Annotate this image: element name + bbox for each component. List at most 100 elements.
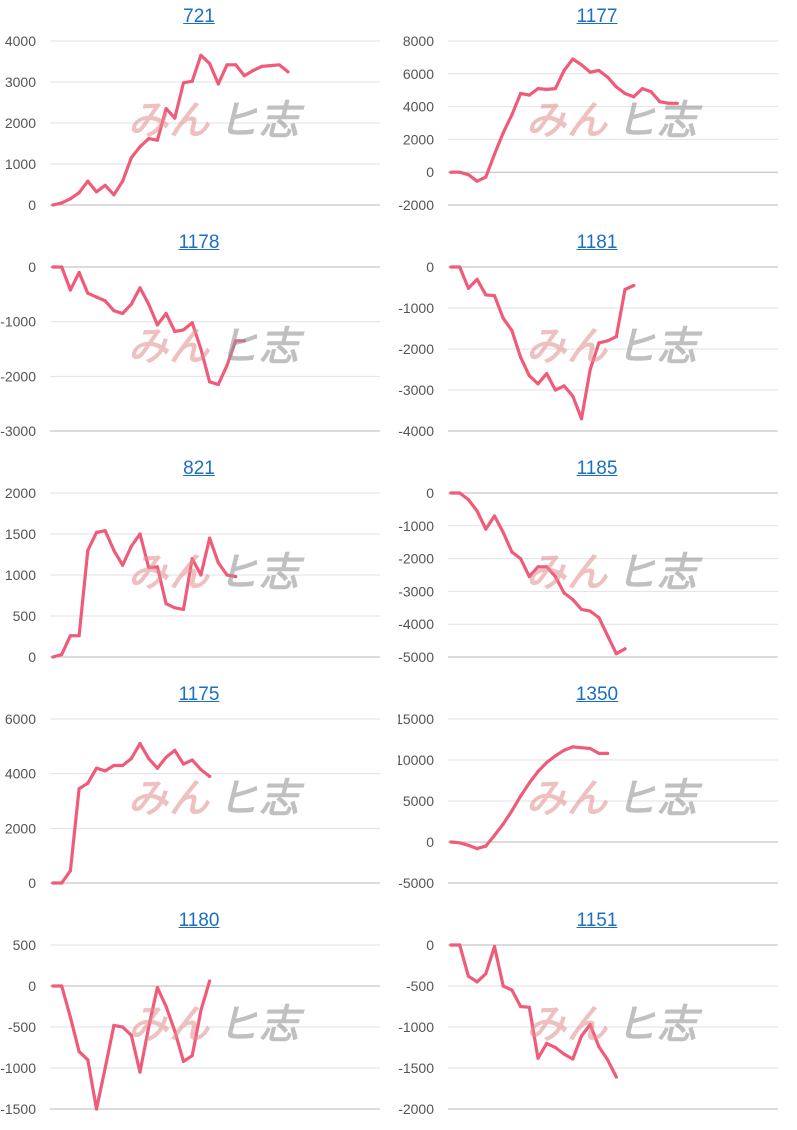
- data-point: [623, 647, 627, 651]
- chart-title-link[interactable]: 1185: [576, 458, 618, 479]
- series-line: [449, 491, 627, 656]
- chart-title-link[interactable]: 1181: [576, 232, 618, 253]
- chart-panel-1350: 15000 10000 5000 0 -5000 みん ヒ志 1350: [398, 678, 796, 904]
- data-point: [588, 746, 592, 751]
- y-tick-label: 0: [426, 937, 434, 953]
- chart-title-link[interactable]: 1177: [576, 6, 618, 27]
- data-point: [484, 175, 488, 179]
- data-point: [597, 341, 601, 345]
- data-point: [597, 68, 601, 73]
- series-line: [449, 943, 618, 1079]
- data-point: [606, 634, 610, 638]
- data-point: [501, 984, 505, 988]
- data-point: [60, 652, 64, 657]
- data-point: [60, 881, 64, 885]
- data-point: [103, 529, 107, 533]
- y-tick-label: -4000: [398, 616, 434, 632]
- data-point: [199, 1009, 203, 1013]
- data-point: [562, 591, 566, 595]
- y-tick-label: -2000: [398, 197, 434, 213]
- data-point: [475, 179, 479, 183]
- data-point: [94, 1107, 99, 1111]
- chart-panel-821: 2000 1500 1000 500 0 みん ヒ志 821: [0, 452, 398, 678]
- data-point: [519, 794, 523, 798]
- line-chart: 15000 10000 5000 0 -5000: [398, 711, 778, 891]
- data-point: [536, 769, 540, 774]
- data-point: [527, 1005, 531, 1009]
- data-point: [190, 79, 194, 83]
- data-point: [68, 197, 72, 201]
- y-tick-label: 500: [13, 937, 37, 953]
- data-point: [449, 491, 453, 495]
- chart-title-link[interactable]: 1175: [178, 684, 220, 705]
- data-point: [449, 170, 453, 174]
- y-tick-label: 0: [426, 485, 434, 501]
- data-point: [579, 746, 584, 750]
- data-point: [545, 565, 549, 569]
- data-point: [277, 63, 281, 67]
- data-point: [164, 311, 168, 316]
- data-point: [155, 986, 159, 990]
- chart-title-link[interactable]: 1180: [178, 910, 220, 931]
- line-chart: 0 -1000 -2000 -3000 -4000: [398, 259, 778, 439]
- y-tick-label: 0: [28, 649, 36, 665]
- chart-title-link[interactable]: 1178: [178, 232, 220, 253]
- data-point: [129, 156, 133, 160]
- data-point: [216, 561, 220, 565]
- data-point: [121, 763, 125, 768]
- data-point: [536, 1056, 540, 1060]
- y-tick-label: -2000: [0, 368, 36, 384]
- data-point: [571, 745, 575, 749]
- data-point: [579, 607, 584, 611]
- chart-title-link[interactable]: 1151: [576, 910, 618, 931]
- data-point: [562, 1052, 566, 1056]
- data-point: [208, 536, 212, 540]
- data-point: [173, 116, 177, 120]
- y-tick-label: -1000: [0, 1060, 36, 1076]
- data-point: [199, 573, 203, 577]
- data-point: [208, 979, 212, 983]
- data-point: [640, 87, 644, 91]
- data-point: [545, 372, 549, 376]
- chart-title-link[interactable]: 721: [183, 6, 215, 27]
- data-point: [510, 328, 514, 333]
- data-point: [553, 575, 557, 579]
- data-point: [492, 945, 497, 949]
- data-point: [138, 286, 142, 290]
- data-point: [216, 382, 220, 387]
- data-point: [536, 382, 540, 386]
- data-point: [545, 1041, 549, 1045]
- data-point: [536, 87, 540, 91]
- data-point: [173, 606, 177, 610]
- data-point: [588, 70, 592, 74]
- data-point: [614, 1075, 618, 1079]
- y-tick-label: 0: [28, 978, 36, 994]
- data-point: [147, 566, 151, 570]
- data-point: [225, 363, 229, 367]
- data-point: [155, 323, 159, 327]
- y-tick-label: 2000: [5, 820, 36, 836]
- data-point: [155, 138, 159, 142]
- data-point: [129, 757, 133, 761]
- chart-title-link[interactable]: 1350: [575, 684, 619, 705]
- y-tick-label: 4000: [403, 99, 434, 115]
- data-point: [86, 1058, 90, 1062]
- data-point: [571, 394, 575, 398]
- data-point: [597, 616, 601, 620]
- data-point: [606, 751, 610, 755]
- chart-title-link[interactable]: 821: [183, 458, 215, 479]
- chart-panel-1181: 0 -1000 -2000 -3000 -4000 みん ヒ志 1181: [398, 226, 796, 452]
- data-point: [658, 100, 662, 104]
- data-point: [571, 598, 575, 602]
- data-point: [501, 316, 505, 320]
- series-line: [51, 979, 212, 1111]
- data-point: [181, 328, 186, 332]
- y-tick-label: 0: [28, 875, 36, 891]
- data-point: [510, 113, 514, 117]
- data-point: [242, 339, 246, 343]
- data-point: [173, 748, 177, 752]
- data-point: [527, 575, 531, 579]
- data-point: [164, 755, 168, 759]
- y-tick-label: -2000: [398, 341, 434, 357]
- data-point: [234, 575, 238, 579]
